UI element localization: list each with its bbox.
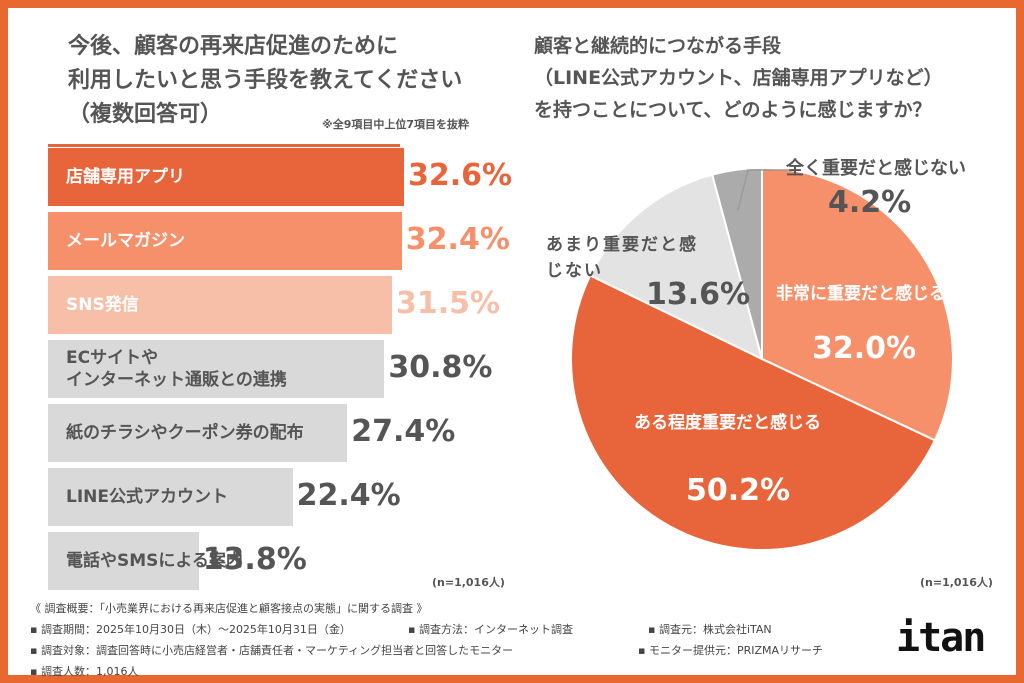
bar-value: 32.4% — [405, 222, 510, 257]
note: ※全9項目中上位7項目を抜粋 — [322, 118, 470, 131]
pie-slice — [588, 173, 764, 361]
bar-value: 32.6% — [407, 158, 513, 193]
sample-size: (n=1,016人) — [432, 576, 505, 589]
itan-logo: itan — [896, 615, 986, 661]
bar-label: SNS発信 — [66, 295, 139, 315]
pie-value: 13.6% — [646, 277, 751, 312]
survey-method: ▪ 調査方法：インターネット調査 — [408, 623, 573, 636]
bar: メールマガジン — [48, 212, 402, 270]
bar-value: 22.4% — [296, 478, 401, 513]
bar-label: LINE公式アカウント — [66, 487, 228, 507]
bar-label: 電話やSMSによる案内 — [66, 551, 243, 571]
title-line: 利用したいと思う手段を教えてください — [68, 68, 463, 93]
divider — [48, 144, 400, 147]
pie-slice — [570, 274, 937, 552]
pie-value: 50.2% — [686, 473, 791, 508]
pie-label-not-important: 全く重要だと感じない — [786, 158, 966, 179]
survey-period: ▪ 調査期間：2025年10月30日（木）〜2025年10月31日（金） — [30, 623, 351, 636]
bar: ECサイトや インターネット通販との連携 — [48, 340, 385, 398]
pie-label-not-very-important: あまり重要だと感じない — [546, 235, 698, 281]
pie-slice — [710, 166, 763, 360]
bar-value: 13.8% — [202, 542, 307, 577]
survey-provider: ▪ モニター提供元：PRIZMAリサーチ — [638, 644, 824, 657]
pie-slice — [761, 166, 954, 442]
survey-summary: 《 調査概要：「小売業界における再来店促進と顧客接点の実態」に関する調査 》 — [30, 602, 428, 615]
leader-line — [737, 169, 790, 211]
title-line: 今後、顧客の再来店促進のために — [68, 34, 399, 59]
title-line: （複数回答可） — [68, 102, 223, 127]
right-chart-title: 顧客と継続的につながる手段 （LINE公式アカウント、店舗専用アプリなど） を持… — [534, 30, 943, 126]
survey-footer: 《 調査概要：「小売業界における再来店促進と顧客接点の実態」に関する調査 》 ▪… — [30, 598, 823, 682]
bar: 電話やSMSによる案内 — [48, 532, 243, 590]
bar-value: 30.8% — [388, 350, 493, 385]
pie-label-somewhat-important: ある程度重要だと感じる — [634, 413, 821, 433]
survey-count: ▪ 調査人数：1,016人 — [30, 665, 139, 678]
left-chart-title: 今後、顧客の再来店促進のために 利用したいと思う手段を教えてください （複数回答… — [68, 30, 462, 132]
bar-value: 31.5% — [395, 286, 501, 321]
survey-target: ▪ 調査対象：調査回答時に小売店経営者・店舗責任者・マーケティング担当者と回答し… — [30, 644, 514, 657]
bar: 店舗専用アプリ — [48, 148, 404, 206]
pie-value: 32.0% — [812, 331, 917, 366]
title-line: 顧客と継続的につながる手段 — [534, 35, 782, 57]
pie-label-very-important: 非常に重要だと感じる — [776, 284, 946, 304]
bar-label: 紙のチラシやクーポン券の配布 — [66, 423, 304, 443]
bar-label: ECサイトや インターネット通販との連携 — [66, 348, 287, 390]
sample-size: (n=1,016人) — [920, 576, 993, 589]
bar: 紙のチラシやクーポン券の配布 — [48, 404, 348, 462]
bar: LINE公式アカウント — [48, 468, 293, 526]
title-line: を持つことについて、どのように感じますか？ — [534, 99, 932, 121]
bar-label: 店舗専用アプリ — [66, 167, 185, 187]
title-line: （LINE公式アカウント、店舗専用アプリなど） — [534, 67, 943, 89]
survey-source: ▪ 調査元：株式会社iTAN — [648, 623, 772, 636]
bar-label: メールマガジン — [66, 231, 185, 251]
bar-value: 27.4% — [351, 414, 456, 449]
pie-value: 4.2% — [828, 185, 912, 220]
bar: SNS発信 — [48, 276, 392, 334]
